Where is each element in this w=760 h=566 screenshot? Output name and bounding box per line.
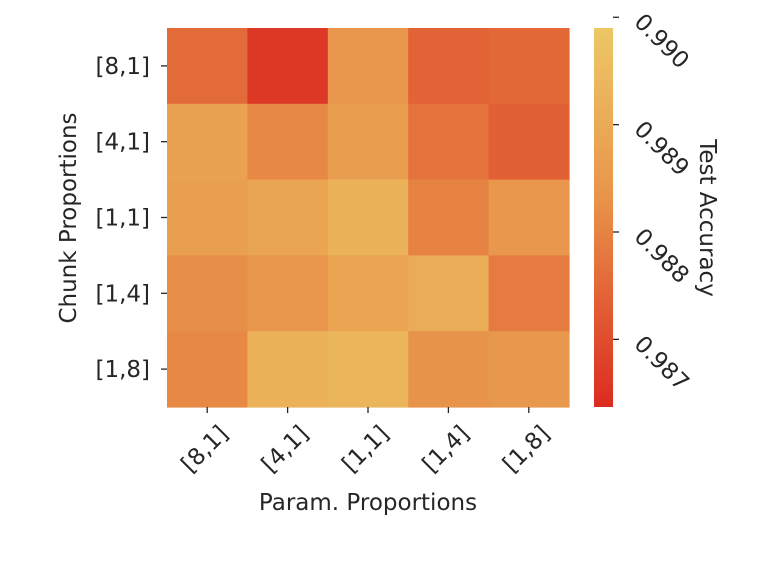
y-tick-label: [8,1] — [95, 54, 150, 80]
colorbar-tick-label: 0.987 — [629, 331, 694, 396]
heatmap-cell — [247, 103, 329, 181]
heatmap-cell — [408, 331, 490, 408]
colorbar-tick-label: 0.989 — [629, 116, 694, 181]
heatmap-cell — [408, 103, 490, 181]
y-axis-ticks: [8,1] [4,1] [1,1] [1,4] [1,8] — [95, 54, 167, 383]
heatmap-cell — [488, 331, 570, 408]
colorbar — [594, 28, 613, 407]
heatmap-cell — [247, 331, 329, 408]
heatmap-cell — [488, 255, 570, 332]
x-tick-label: [1,1] — [337, 421, 394, 478]
colorbar-title: Test Accuracy — [694, 138, 720, 297]
heatmap-cell — [488, 179, 570, 256]
y-tick-label: [1,8] — [95, 357, 150, 383]
heatmap-cell — [408, 179, 490, 256]
x-tick-label: [8,1] — [176, 421, 233, 478]
heatmap-cell — [488, 28, 570, 105]
heatmap-cell — [167, 255, 248, 332]
heatmap-cell — [327, 255, 409, 332]
colorbar-tick-label: 0.990 — [629, 9, 694, 74]
colorbar-ticks: 0.987 0.988 0.989 0.990 — [613, 9, 694, 396]
x-axis-ticks: [8,1] [4,1] [1,1] [1,4] [1,8] — [176, 407, 555, 478]
heatmap-cell — [327, 28, 409, 105]
y-axis-title: Chunk Proportions — [56, 112, 82, 323]
y-tick-label: [1,4] — [95, 281, 150, 307]
heatmap-cell — [327, 103, 409, 181]
heatmap-cell — [167, 28, 248, 105]
heatmap-cell — [247, 28, 329, 105]
heatmap-cell — [327, 331, 409, 408]
x-tick-label: [1,4] — [418, 421, 475, 478]
heatmap-cell — [167, 103, 248, 181]
heatmap-cell — [488, 103, 570, 181]
y-tick-label: [4,1] — [95, 130, 150, 156]
y-tick-label: [1,1] — [95, 206, 150, 232]
x-axis-title: Param. Proportions — [259, 490, 477, 516]
heatmap-cell — [327, 179, 409, 256]
x-tick-label: [1,8] — [498, 421, 555, 478]
colorbar-tick-label: 0.988 — [629, 224, 694, 289]
heatmap-cell — [408, 255, 490, 332]
heatmap-cells — [167, 28, 570, 408]
heatmap-cell — [247, 255, 329, 332]
heatmap-cell — [167, 179, 248, 256]
x-tick-label: [4,1] — [257, 421, 314, 478]
heatmap-cell — [247, 179, 329, 256]
heatmap-cell — [408, 28, 490, 105]
heatmap-cell — [167, 331, 248, 408]
